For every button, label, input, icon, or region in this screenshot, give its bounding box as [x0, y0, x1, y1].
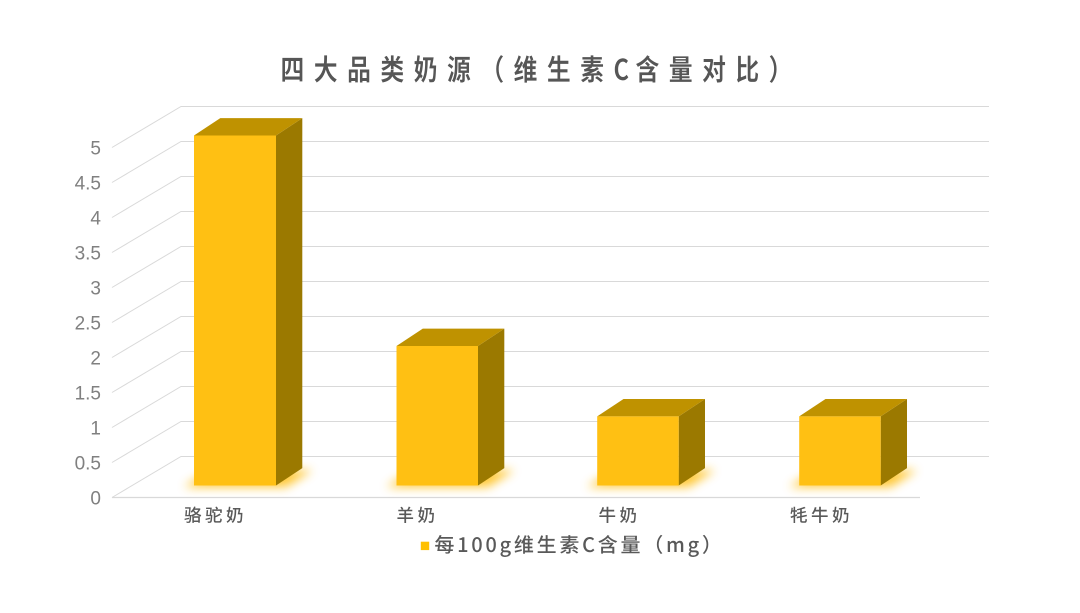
svg-text:4: 4	[90, 208, 101, 229]
svg-text:0.5: 0.5	[75, 453, 101, 474]
svg-text:1: 1	[90, 418, 101, 439]
svg-text:0: 0	[90, 488, 101, 509]
svg-text:5: 5	[90, 138, 101, 159]
svg-text:4.5: 4.5	[75, 173, 101, 194]
svg-text:3: 3	[90, 278, 101, 299]
svg-text:2: 2	[90, 348, 101, 369]
svg-text:3.5: 3.5	[75, 243, 101, 264]
svg-text:1.5: 1.5	[75, 383, 101, 404]
svg-text:2.5: 2.5	[75, 313, 101, 334]
